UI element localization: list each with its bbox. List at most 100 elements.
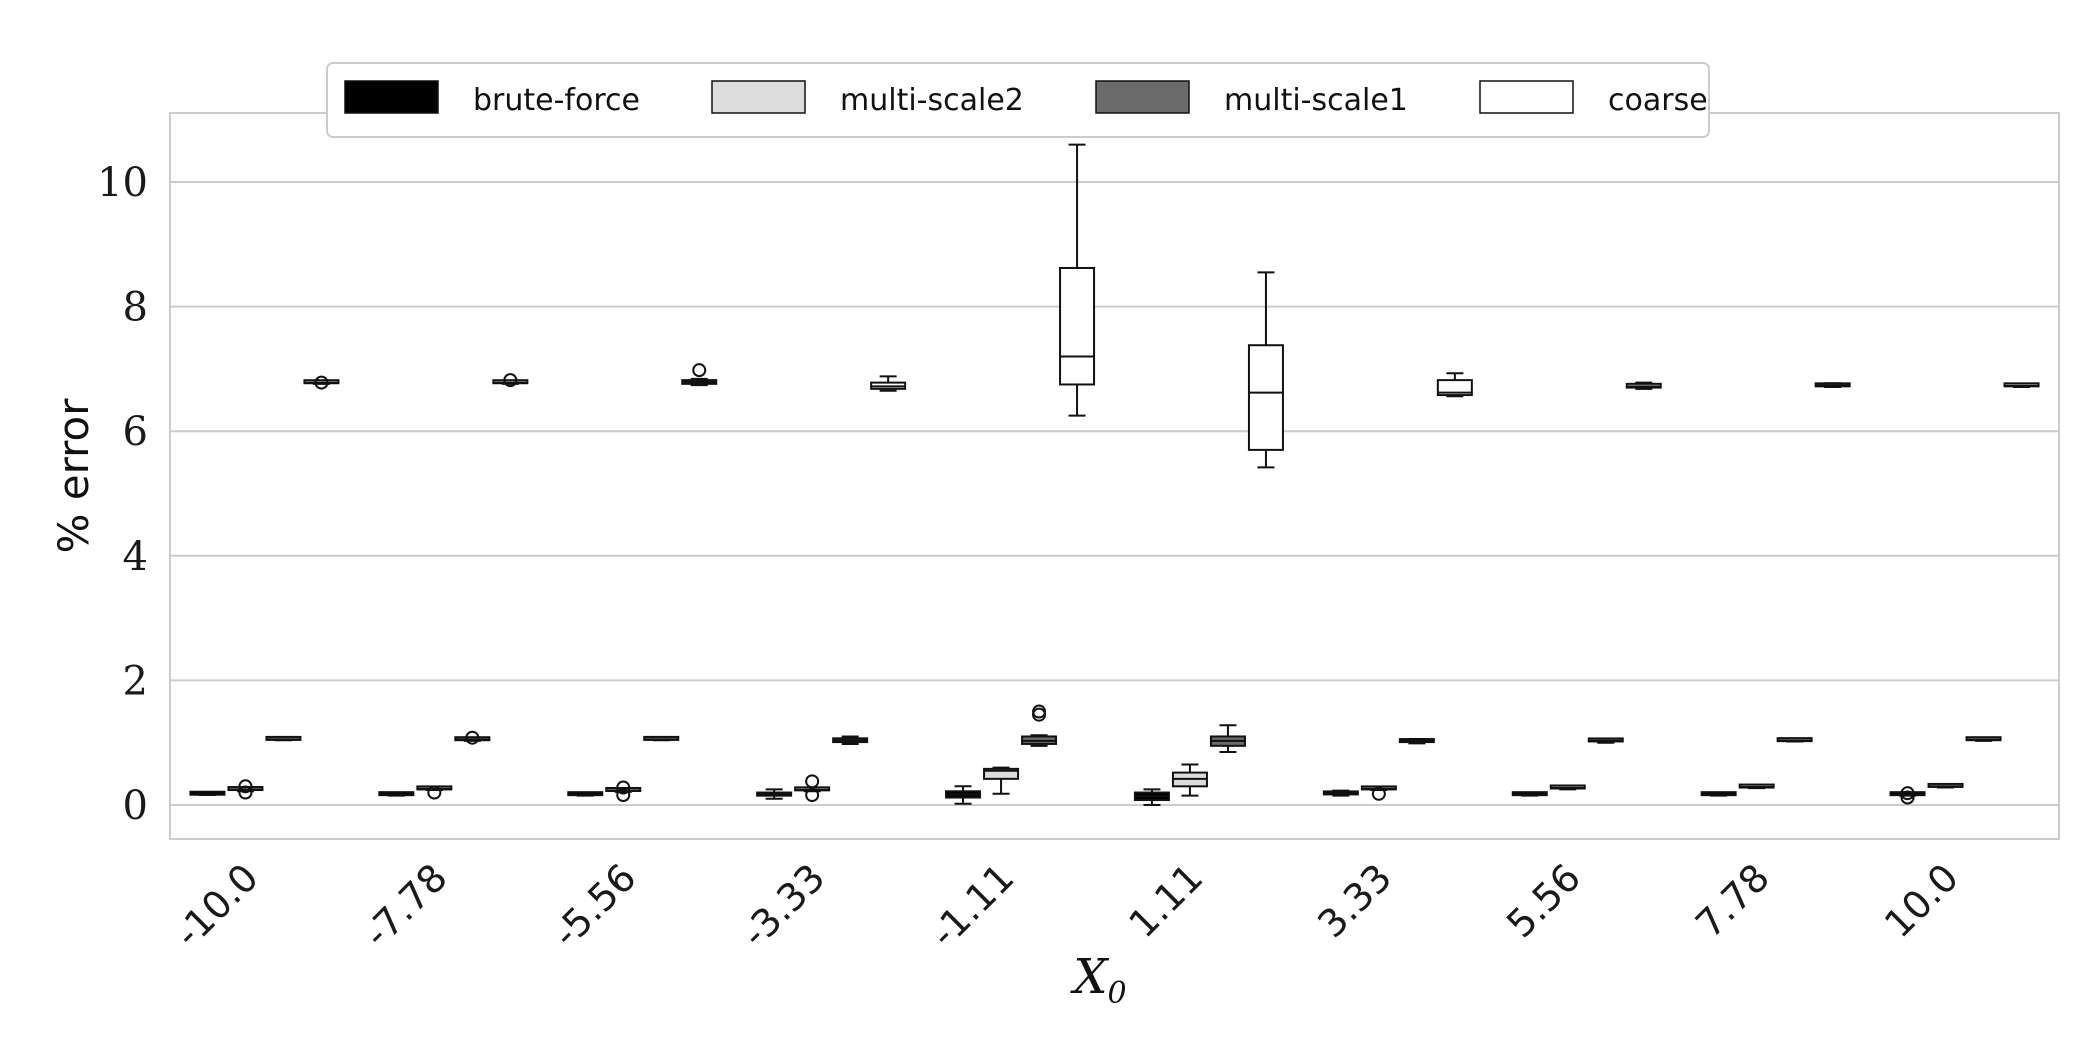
x-tick-labels: -10.0 -7.78 -5.56 -3.33 -1.11 1.11 3.33 5.56 7.7…	[166, 855, 1967, 956]
x-tick-label: 5.56	[1498, 855, 1589, 946]
outlier-point	[465, 730, 480, 745]
x-tick-label: 10.0	[1876, 855, 1967, 946]
legend-label: coarse	[1608, 83, 1708, 118]
box-plot-item	[1021, 704, 1058, 747]
series-coarse	[303, 143, 2040, 469]
box-plot-item	[1360, 785, 1397, 801]
outlier-point	[427, 785, 442, 800]
legend-swatch	[1095, 80, 1190, 114]
box-plot-item	[227, 779, 264, 800]
outlier-point	[1900, 790, 1915, 805]
legend-item: multi-scale2	[711, 80, 1024, 118]
box-plot-item	[1889, 786, 1926, 805]
box-plot-item	[794, 774, 831, 803]
outlier-point	[314, 375, 329, 390]
x-tick-label: -1.11	[922, 855, 1023, 956]
box-plot-item	[945, 785, 982, 805]
box-plot-item	[2003, 382, 2040, 388]
legend-label: multi-scale1	[1224, 83, 1408, 118]
outlier-point	[238, 779, 253, 794]
box-plot-item	[1776, 737, 1813, 743]
legend-items: brute-force multi-scale2 multi-scale1 coars…	[344, 80, 1708, 118]
box-plot-item	[1927, 782, 1964, 789]
box-plot-item	[1625, 381, 1662, 390]
x-axis-label-subscript: 0	[1108, 976, 1127, 1011]
box-plot-item	[265, 735, 302, 742]
outlier-point	[1032, 704, 1047, 719]
x-tick-label: -5.56	[544, 855, 645, 956]
plot-area-frame	[169, 112, 2060, 840]
box-plot-item	[1965, 736, 2002, 742]
x-tick-label: 3.33	[1309, 855, 1400, 946]
series-brute-force	[189, 785, 1926, 806]
outlier-point	[616, 788, 631, 803]
y-axis-label: % error	[49, 398, 98, 554]
legend-swatch	[1479, 80, 1574, 114]
y-tick-label: 6	[123, 409, 148, 455]
legend-item: coarse	[1479, 80, 1708, 118]
box-plot-item	[1171, 763, 1208, 797]
legend: brute-force multi-scale2 multi-scale1 coars…	[326, 62, 1710, 138]
box-plot-item	[983, 766, 1020, 795]
box-plot-item	[189, 790, 226, 797]
outlier-point	[238, 785, 253, 800]
x-tick-label: 1.11	[1120, 855, 1211, 946]
legend-item: multi-scale1	[1095, 80, 1408, 118]
box-plot-item	[681, 363, 718, 387]
box	[1247, 344, 1284, 451]
box-plot-item	[1511, 791, 1548, 797]
x-tick-label: 7.78	[1687, 855, 1778, 946]
x-tick-label: -7.78	[355, 855, 456, 956]
outlier-point	[805, 774, 820, 789]
box-plot-item	[1700, 791, 1737, 797]
y-tick-labels: 0 2 4 6 8 10	[97, 160, 148, 829]
y-tick-label: 8	[123, 285, 148, 331]
box	[1436, 379, 1473, 397]
box-plot-item	[416, 785, 453, 800]
box-plots	[189, 143, 2040, 806]
x-axis-label: X0	[1069, 949, 1126, 1011]
box-plot-item	[1587, 737, 1624, 744]
box-plot-item	[870, 375, 907, 392]
y-tick-label: 2	[123, 658, 148, 704]
legend-swatch	[344, 80, 439, 114]
legend-item: brute-force	[344, 80, 640, 118]
box-plot-item	[1059, 143, 1096, 417]
outlier-point	[805, 788, 820, 803]
box-plot-item	[567, 791, 604, 797]
legend-frame	[326, 62, 1710, 138]
box-plot-item	[756, 788, 793, 800]
box-plot-item	[1133, 788, 1170, 806]
series-multi-scale2	[227, 763, 1964, 803]
box	[1059, 266, 1096, 386]
outlier-point	[1900, 786, 1915, 801]
box-plot-item	[605, 780, 642, 803]
box-plot-item	[1398, 737, 1435, 745]
box-plot-item	[643, 735, 680, 742]
legend-swatch	[711, 80, 806, 114]
box-plot-item	[1738, 783, 1775, 790]
box-plot-item	[1209, 724, 1246, 754]
box-plot-item	[1549, 784, 1586, 791]
outlier-point	[692, 363, 707, 378]
box-plot-item	[832, 735, 869, 745]
legend-label: brute-force	[473, 83, 640, 118]
x-axis-label-main: X	[1069, 949, 1109, 1005]
box	[983, 767, 1020, 780]
outlier-point	[503, 373, 518, 388]
x-tick-label: -3.33	[733, 855, 834, 956]
outlier-point	[616, 780, 631, 795]
grid-lines	[170, 181, 2059, 806]
box-plot-item	[303, 375, 340, 390]
legend-label: multi-scale2	[840, 83, 1024, 118]
y-tick-label: 0	[123, 783, 148, 829]
box-plot-item	[378, 791, 415, 797]
series-multi-scale1	[265, 704, 2002, 754]
box-plot-item	[1247, 271, 1284, 469]
x-tick-label: -10.0	[166, 855, 267, 956]
box-plot-item	[454, 730, 491, 745]
y-tick-label: 10	[97, 160, 148, 206]
y-tick-label: 4	[123, 534, 148, 580]
box-plot-item	[1814, 382, 1851, 388]
